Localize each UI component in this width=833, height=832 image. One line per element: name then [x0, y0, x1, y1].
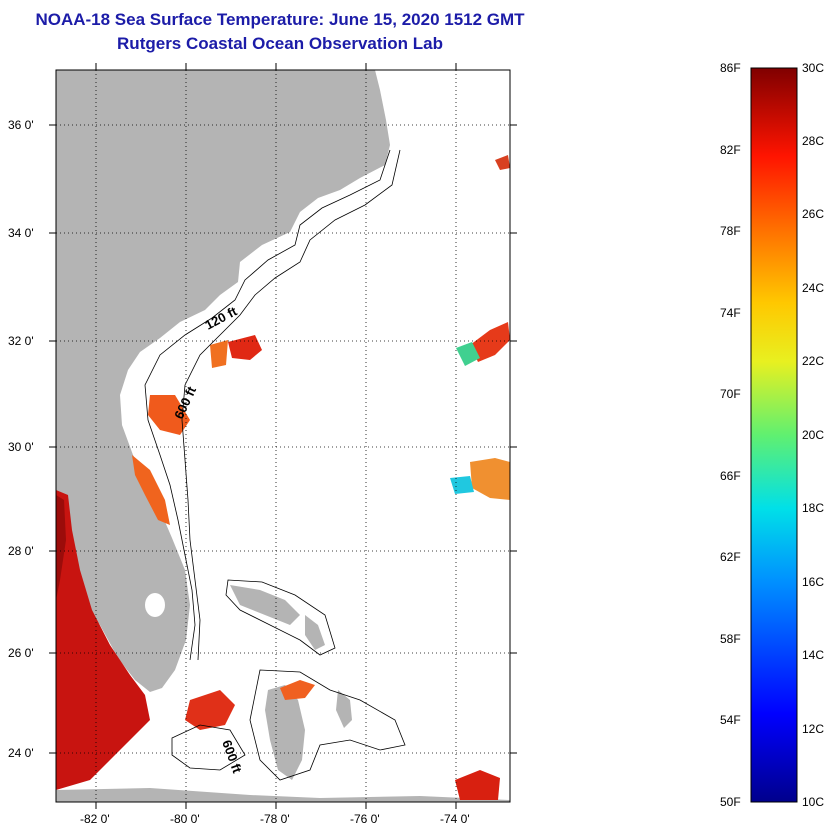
lat-label-28: 28 0' — [8, 544, 34, 558]
lon-label-74: -74 0' — [440, 812, 470, 826]
colorbar-f-66: 66F — [720, 469, 741, 483]
lon-label-78: -78 0' — [260, 812, 290, 826]
sst-offshore-30n-cyan — [450, 476, 474, 494]
colorbar-f-70: 70F — [720, 387, 741, 401]
map-subtitle: Rutgers Coastal Ocean Observation Lab — [117, 34, 443, 53]
sst-bahamas-south — [185, 690, 235, 730]
lat-label-26: 26 0' — [8, 646, 34, 660]
colorbar-c-10: 10C — [802, 795, 825, 809]
land-bahamas-east — [336, 690, 352, 728]
sst-georgia-orange — [148, 395, 190, 435]
colorbar-c-28: 28C — [802, 134, 825, 148]
sst-bahamas-orange — [280, 680, 315, 700]
lat-label-32: 32 0' — [8, 334, 34, 348]
sst-coastal-orange — [132, 455, 170, 525]
colorbar-c-24: 24C — [802, 281, 825, 295]
colorbar-c-20: 20C — [802, 428, 825, 442]
colorbar — [750, 67, 798, 803]
contour-bahamas — [225, 579, 336, 656]
lon-label-76: -76 0' — [350, 812, 380, 826]
sst-bottom-red — [455, 770, 500, 800]
sst-offshore-30n — [470, 458, 510, 500]
colorbar-f-50: 50F — [720, 795, 741, 809]
lat-label-30: 30 0' — [8, 440, 34, 454]
contour-120ft — [144, 149, 391, 661]
lat-label-34: 34 0' — [8, 226, 34, 240]
sst-sc-orange — [210, 340, 228, 368]
land-bahamas-abaco — [305, 615, 325, 650]
sst-gulf-dark — [56, 495, 66, 600]
contour-600ft — [181, 149, 401, 661]
sst-gulf-warm — [56, 490, 150, 790]
sst-offshore-32n-cyan — [456, 342, 480, 366]
contour-bahamas-south — [249, 669, 406, 781]
colorbar-c-18: 18C — [802, 501, 825, 515]
land-cuba — [56, 788, 510, 802]
colorbar-c-22: 22C — [802, 354, 825, 368]
sst-ne-red — [495, 155, 510, 170]
colorbar-c-12: 12C — [802, 722, 825, 736]
colorbar-c-30: 30C — [802, 61, 825, 75]
colorbar-c-16: 16C — [802, 575, 825, 589]
colorbar-f-58: 58F — [720, 632, 741, 646]
land-mainland — [56, 70, 390, 692]
colorbar-f-86: 86F — [720, 61, 741, 75]
map-frame — [55, 69, 511, 803]
colorbar-f-78: 78F — [720, 224, 741, 238]
colorbar-f-74: 74F — [720, 306, 741, 320]
land-bahamas-grand — [230, 585, 300, 625]
axis-ticks — [49, 63, 517, 809]
lat-label-36: 36 0' — [8, 118, 34, 132]
lon-label-82: -82 0' — [80, 812, 110, 826]
colorbar-f-82: 82F — [720, 143, 741, 157]
map-title: NOAA-18 Sea Surface Temperature: June 15… — [35, 10, 525, 29]
colorbar-f-54: 54F — [720, 713, 741, 727]
colorbar-c-14: 14C — [802, 648, 825, 662]
colorbar-f-62: 62F — [720, 550, 741, 564]
colorbar-c-26: 26C — [802, 207, 825, 221]
lake-okeechobee — [145, 593, 165, 617]
lat-label-24: 24 0' — [8, 746, 34, 760]
contour-bahamas-west — [171, 724, 246, 771]
lon-label-80: -80 0' — [170, 812, 200, 826]
land-bahamas-andros — [265, 685, 305, 780]
sst-offshore-32n — [470, 322, 510, 362]
